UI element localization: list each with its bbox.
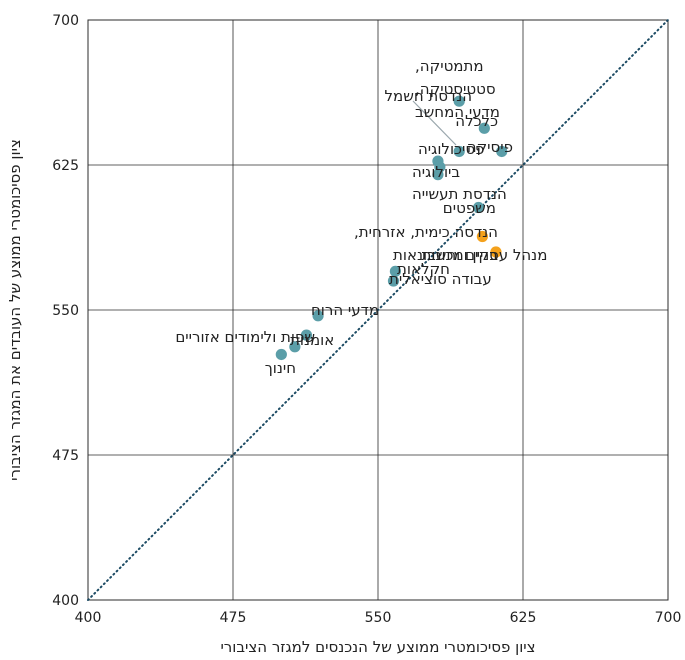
data-point (478, 122, 490, 134)
point-label: מתמטיקה, סטטיסטיקה, מדעי המחשב (415, 57, 500, 121)
point-label-line: בניין ומכונות (422, 246, 499, 264)
point-label-line: הנדסה כימית, אזרחית, (354, 223, 498, 241)
data-point (453, 145, 465, 158)
data-point (476, 230, 488, 243)
x-tick-label: 550 (365, 610, 392, 626)
point-label: הנדסת תעשייה (412, 185, 507, 203)
point-label: כלכלה (455, 112, 498, 130)
data-point (289, 341, 301, 353)
data-point (496, 145, 508, 158)
y-tick-label: 625 (52, 158, 79, 174)
point-label: חקלאות (397, 260, 450, 278)
point-label: מנהל עסקים וחשבונאות (393, 246, 547, 264)
data-point (432, 169, 444, 181)
data-point (389, 265, 401, 277)
point-label-line: מתמטיקה, (415, 57, 484, 75)
y-tick-label: 700 (52, 13, 79, 29)
data-point (472, 201, 485, 214)
point-label: פסיכולוגיה (418, 140, 484, 158)
point-label: אומנות (290, 331, 334, 349)
leader-lines (412, 100, 457, 146)
y-tick-label: 475 (52, 448, 79, 464)
point-label: שפות ולימודים אזוריים (175, 328, 315, 346)
point-label: הנדסה כימית, אזרחית, בניין ומכונות (354, 223, 498, 264)
x-tick-label: 400 (75, 610, 102, 626)
data-point (312, 310, 324, 322)
point-label: מדעי הרוח (311, 301, 379, 319)
point-label-line: מדעי המחשב (415, 103, 500, 121)
x-axis-label: ציון פסיכומטרי ממוצע של הנכנסים למגזר הצ… (220, 638, 535, 656)
point-label: עבודה סוציאלית (389, 270, 492, 288)
data-points (275, 95, 508, 361)
x-tick-label: 700 (655, 610, 682, 626)
data-point (490, 246, 502, 258)
data-point (300, 329, 313, 341)
x-tick-label: 625 (510, 610, 537, 626)
diagonal-reference-line (87, 19, 669, 601)
plot-frame (87, 19, 669, 601)
data-point (275, 348, 287, 361)
y-tick-label: 550 (52, 303, 79, 319)
y-tick-label: 400 (52, 593, 79, 609)
point-label: פיסיקה (467, 138, 513, 156)
point-label-line: סטטיסטיקה, (415, 80, 496, 98)
y-axis-label: ציון פסיכומטרי ממוצע של העובדים את המגזר… (6, 139, 24, 481)
data-point (453, 95, 465, 107)
leader-line (412, 100, 457, 146)
point-label: משפטים (443, 199, 496, 217)
tick-labels: 400 475 550 625 700 400 475 550 625 700 (52, 13, 681, 626)
point-label: חינוך (265, 359, 296, 377)
point-label: הנדסת חשמל (385, 87, 473, 105)
data-point (387, 275, 400, 287)
x-tick-label: 475 (220, 610, 247, 626)
point-label: ביולוגיה (412, 163, 460, 181)
